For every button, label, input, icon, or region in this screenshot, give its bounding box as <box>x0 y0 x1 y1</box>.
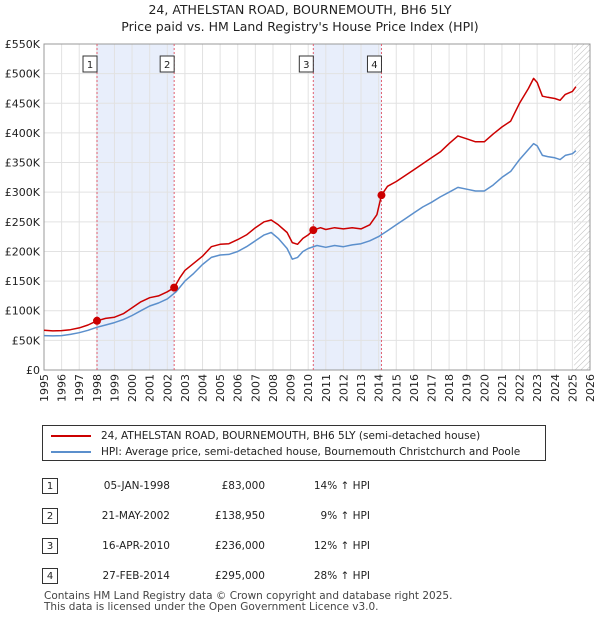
x-tick-label: 2014 <box>373 374 386 402</box>
y-tick-label: £0 <box>26 364 40 377</box>
x-tick-label: 2026 <box>584 374 597 402</box>
sale-marker-label: 1 <box>87 60 93 71</box>
x-tick-label: 2004 <box>197 374 210 402</box>
sale-point <box>93 316 102 325</box>
sale-date: 05-JAN-1998 <box>103 480 170 492</box>
x-tick-label: 2009 <box>285 374 298 402</box>
sale-marker-label: 3 <box>303 60 309 71</box>
sale-point <box>170 283 179 292</box>
x-tick-label: 2020 <box>478 374 491 402</box>
footer-copyright: Contains HM Land Registry data © Crown c… <box>44 590 453 602</box>
x-tick-label: 1999 <box>108 374 121 402</box>
legend-label-property: 24, ATHELSTAN ROAD, BOURNEMOUTH, BH6 5LY… <box>101 430 481 442</box>
x-tick-label: 2008 <box>267 374 280 402</box>
series-line <box>43 142 577 337</box>
legend-swatch-red <box>51 435 91 437</box>
legend-label-hpi: HPI: Average price, semi-detached house,… <box>101 446 521 458</box>
chart-legend: 24, ATHELSTAN ROAD, BOURNEMOUTH, BH6 5LY… <box>42 425 546 461</box>
x-tick-label: 1995 <box>38 374 51 402</box>
x-tick-label: 2003 <box>179 374 192 402</box>
x-tick-label: 1998 <box>91 374 104 402</box>
x-tick-label: 2000 <box>126 374 139 402</box>
sale-hpi-change: 14% ↑ HPI <box>313 480 370 492</box>
sale-marker-box <box>298 55 314 73</box>
x-tick-label: 2015 <box>390 374 403 402</box>
y-tick-label: £150K <box>5 275 41 288</box>
x-tick-label: 2002 <box>161 374 174 402</box>
sale-price: £295,000 <box>214 570 265 582</box>
y-tick-label: £250K <box>5 216 41 229</box>
x-tick-label: 2012 <box>337 374 350 402</box>
sale-date: 27-FEB-2014 <box>102 570 170 582</box>
chart-subtitle: Price paid vs. HM Land Registry's House … <box>121 19 479 34</box>
sale-row: 1 05-JAN-1998 £83,000 14% ↑ HPI <box>0 478 600 498</box>
x-tick-label: 2011 <box>320 374 333 402</box>
shaded-period <box>97 44 175 370</box>
footer-license: This data is licensed under the Open Gov… <box>44 601 379 613</box>
x-tick-label: 2017 <box>425 374 438 402</box>
sale-marker-label: 2 <box>164 60 170 71</box>
sale-date: 21-MAY-2002 <box>101 510 170 522</box>
sale-marker-box <box>366 55 382 73</box>
legend-item-property: 24, ATHELSTAN ROAD, BOURNEMOUTH, BH6 5LY… <box>51 428 480 444</box>
x-tick-label: 2025 <box>566 374 579 402</box>
x-tick-label: 2016 <box>408 374 421 402</box>
sale-number-badge: 1 <box>42 478 58 494</box>
y-tick-label: £450K <box>5 97 41 110</box>
x-tick-label: 2021 <box>496 374 509 402</box>
sale-price: £83,000 <box>221 480 265 492</box>
sale-hpi-change: 12% ↑ HPI <box>313 540 370 552</box>
x-tick-label: 2013 <box>355 374 368 402</box>
sale-marker-box <box>159 55 175 73</box>
chart-title: 24, ATHELSTAN ROAD, BOURNEMOUTH, BH6 5LY <box>148 2 452 17</box>
x-tick-label: 2007 <box>249 374 262 402</box>
y-tick-label: £500K <box>5 68 41 81</box>
sale-point <box>377 191 386 200</box>
sale-row: 3 16-APR-2010 £236,000 12% ↑ HPI <box>0 538 600 558</box>
price-chart: 1 2 3 4 £0 £50K £100K £150K £200K £250K £300K £350K… <box>5 38 597 402</box>
sale-marker-label: 4 <box>371 60 377 71</box>
x-tick-label: 2019 <box>461 374 474 402</box>
y-tick-label: £350K <box>5 157 41 170</box>
x-tick-label: 2022 <box>514 374 527 402</box>
sale-price: £236,000 <box>214 540 265 552</box>
x-tick-label: 2024 <box>549 374 562 402</box>
shaded-period <box>313 44 382 370</box>
x-tick-label: 2006 <box>232 374 245 402</box>
x-tick-label: 1997 <box>73 374 86 402</box>
x-tick-label: 1996 <box>56 374 69 402</box>
legend-item-hpi: HPI: Average price, semi-detached house,… <box>51 444 520 460</box>
x-tick-label: 2001 <box>144 374 157 402</box>
sale-price: £138,950 <box>214 510 265 522</box>
y-tick-label: £300K <box>5 186 41 199</box>
plot-area <box>43 43 591 371</box>
sale-hpi-change: 28% ↑ HPI <box>313 570 370 582</box>
sale-row: 2 21-MAY-2002 £138,950 9% ↑ HPI <box>0 508 600 528</box>
x-tick-label: 2005 <box>214 374 227 402</box>
y-tick-label: £550K <box>5 38 41 51</box>
legend-swatch-blue <box>51 451 91 453</box>
sale-number-badge: 3 <box>42 538 58 554</box>
x-tick-label: 2023 <box>531 374 544 402</box>
sale-hpi-change: 9% ↑ HPI <box>320 510 370 522</box>
y-tick-label: £100K <box>5 305 41 318</box>
y-tick-label: £200K <box>5 245 41 258</box>
x-tick-label: 2010 <box>302 374 315 402</box>
sale-number-badge: 2 <box>42 508 58 524</box>
y-tick-label: £400K <box>5 127 41 140</box>
x-tick-label: 2018 <box>443 374 456 402</box>
sale-number-badge: 4 <box>42 568 58 584</box>
sale-row: 4 27-FEB-2014 £295,000 28% ↑ HPI <box>0 568 600 588</box>
sale-point <box>309 226 318 235</box>
sale-marker-box <box>82 55 98 73</box>
sale-date: 16-APR-2010 <box>102 540 170 552</box>
y-tick-label: £50K <box>12 334 41 347</box>
projection-hatch <box>574 44 590 370</box>
